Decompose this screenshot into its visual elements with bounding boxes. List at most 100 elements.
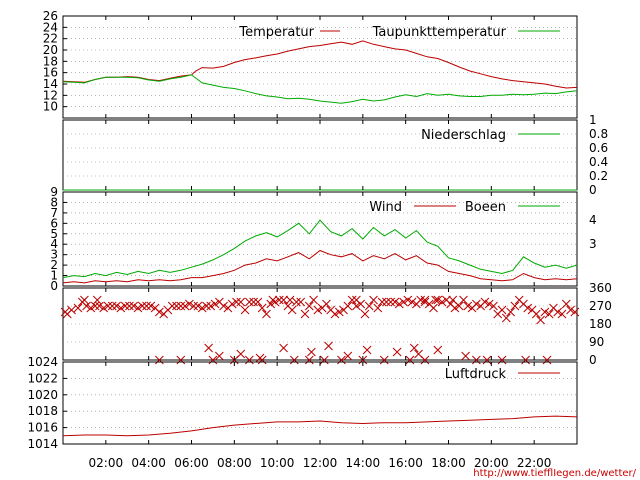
- wind-direction-point: [542, 355, 552, 365]
- wind-direction-point: [129, 301, 139, 311]
- y-right-tick-label: 1: [589, 113, 597, 127]
- x-tick-label: 16:00: [388, 456, 423, 470]
- wind-direction-point: [313, 305, 323, 315]
- wind-direction-point: [107, 301, 117, 311]
- wind-direction-point: [407, 297, 417, 307]
- wind-direction-point: [536, 315, 545, 325]
- wind-direction-point: [484, 299, 494, 309]
- footer-url: http://www.tiefflIegen.de/wetter/: [473, 468, 636, 479]
- y-tick-label: 3: [50, 248, 58, 262]
- wind-direction-point: [403, 295, 413, 305]
- wind-direction-point: [324, 341, 333, 351]
- y-right-tick-label: 0.2: [589, 169, 608, 183]
- y-tick-label: 8: [50, 195, 58, 209]
- y-tick-label: 1016: [27, 421, 58, 435]
- wind-direction-point: [262, 309, 271, 319]
- wind-direction-point: [296, 297, 306, 307]
- wind-direction-point: [364, 301, 374, 311]
- wind-direction-point: [506, 307, 515, 317]
- wind-direction-point: [450, 303, 460, 313]
- wind-direction-point: [304, 301, 314, 311]
- wind-direction-point: [343, 351, 353, 361]
- legend-label: Wind: [369, 200, 402, 215]
- wind-direction-point: [214, 351, 224, 361]
- wind-direction-point: [142, 301, 151, 311]
- wind-direction-point: [390, 297, 400, 307]
- wind-direction-point: [197, 303, 207, 313]
- y-tick-label: 5: [50, 227, 58, 241]
- wind-direction-point: [497, 305, 507, 315]
- wind-direction-point: [146, 301, 156, 311]
- y-tick-label: 12: [43, 88, 58, 102]
- wind-direction-point: [285, 295, 295, 305]
- wind-direction-point: [309, 295, 318, 305]
- x-tick-label: 04:00: [131, 456, 166, 470]
- wind-direction-point: [369, 295, 378, 305]
- wind-direction-point: [249, 297, 258, 307]
- y-tick-label: 14: [43, 77, 58, 91]
- wind-direction-point: [92, 295, 102, 305]
- x-tick-label: 08:00: [217, 456, 252, 470]
- pressure-panel: 1014 1016 1018 1020 1022 1024 Luftdruck: [27, 355, 578, 451]
- legend-label: Luftdruck: [445, 367, 507, 382]
- wind-direction-point: [268, 295, 278, 305]
- wind-direction-point: [553, 307, 563, 317]
- y-right-tick-label: 0: [589, 353, 597, 367]
- wind-direction-point: [360, 309, 370, 319]
- wind-direction-point: [204, 343, 213, 353]
- wind-direction-point: [82, 301, 91, 311]
- wind-direction-point: [480, 297, 490, 307]
- wind-direction-point: [176, 301, 186, 311]
- wind-direction-point: [566, 305, 575, 315]
- x-tick-label: 06:00: [174, 456, 209, 470]
- wind-direction-point: [219, 301, 228, 311]
- wind-direction-point: [540, 307, 550, 317]
- precipitation-panel: 10.80.60.40.20 Niederschlag: [62, 113, 608, 197]
- wind-direction-point: [287, 305, 297, 315]
- wind-direction-point: [292, 297, 301, 307]
- y-tick-label: 26: [43, 9, 58, 23]
- wind-direction-point: [352, 295, 361, 305]
- wind-direction-point: [206, 301, 216, 311]
- x-tick-label: 10:00: [260, 456, 295, 470]
- wind-direction-point: [120, 301, 130, 311]
- x-tick-label: 02:00: [89, 456, 124, 470]
- wind-direction-point: [80, 295, 89, 305]
- wind-direction-point: [471, 299, 481, 309]
- wind-direction-point: [289, 355, 299, 365]
- wind-direction-point: [330, 309, 340, 319]
- wind-direction-point: [501, 313, 511, 323]
- y-tick-label: 1020: [27, 388, 58, 402]
- y-tick-label: 7: [50, 206, 58, 220]
- wind-direction-point: [257, 303, 267, 313]
- wind-direction-point: [405, 355, 415, 365]
- legend-label: Taupunkttemperatur: [372, 25, 507, 40]
- wind-direction-point: [431, 295, 441, 305]
- wind-direction-point: [510, 301, 520, 311]
- wind-direction-point: [227, 299, 237, 309]
- wind-direction-point: [373, 303, 383, 313]
- wind-direction-point: [90, 301, 100, 311]
- y-tick-label: 1022: [27, 371, 58, 385]
- x-tick-label: 14:00: [346, 456, 381, 470]
- wind-direction-point: [347, 295, 357, 305]
- x-tick-label: 20:00: [474, 456, 509, 470]
- wind-direction-point: [433, 295, 443, 305]
- wind-direction-point: [409, 343, 419, 353]
- wind-direction-point: [337, 355, 346, 365]
- wind-direction-point: [429, 303, 438, 313]
- y-right-tick-label: 90: [589, 335, 604, 349]
- y-tick-label: 4: [50, 237, 58, 251]
- wind-direction-point: [420, 295, 430, 305]
- wind-direction-point: [172, 301, 181, 311]
- wind-direction-point: [521, 355, 530, 365]
- y-tick-label: 1018: [27, 404, 58, 418]
- wind-direction-point: [322, 299, 331, 309]
- wind-direction-point: [463, 301, 473, 311]
- wind-direction-point: [86, 303, 96, 313]
- wind-direction-point: [557, 309, 567, 319]
- wind-direction-point: [244, 355, 254, 365]
- wind-direction-point: [531, 309, 541, 319]
- wind-direction-point: [185, 299, 194, 309]
